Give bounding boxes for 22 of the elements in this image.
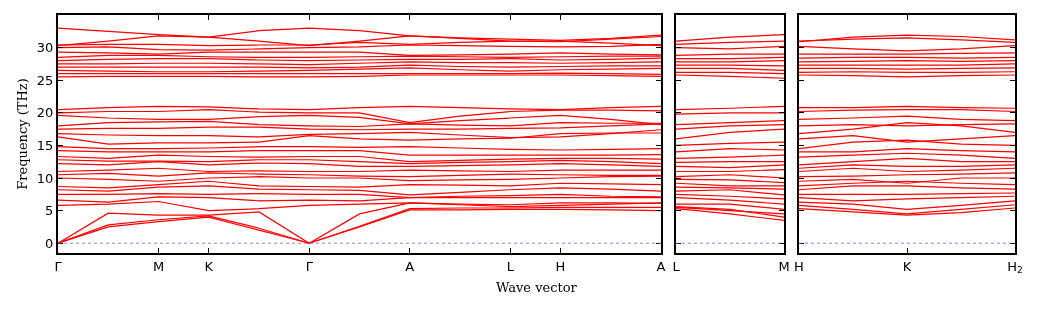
x-tick-label: M [778, 258, 790, 274]
x-tick-label: H [794, 258, 804, 274]
y-tick-label: 20 [36, 105, 54, 121]
x-axis-title: Wave vector [496, 280, 578, 295]
x-tick-label: K [204, 258, 214, 274]
y-tick-label: 25 [36, 72, 54, 88]
y-tick-label: 5 [45, 203, 54, 219]
y-tick-label: 0 [45, 235, 54, 251]
x-tick-label: Γ [305, 258, 314, 274]
x-tick-label: A [656, 258, 666, 274]
x-tick-label: M [152, 258, 165, 274]
x-tick-label: L [672, 258, 681, 274]
x-tick-label: A [405, 258, 415, 274]
y-tick-label: 15 [36, 137, 54, 153]
x-tick-label: H$_{2}$ [1007, 258, 1023, 276]
y-tick-label: 10 [36, 170, 54, 186]
y-axis-title: Frequency (THz) [15, 78, 31, 190]
y-tick-label: 30 [36, 40, 54, 56]
x-tick-label: K [902, 258, 912, 274]
x-tick-label: L [506, 258, 515, 274]
x-tick-label: Γ [54, 258, 63, 274]
x-tick-label: H [555, 258, 566, 274]
